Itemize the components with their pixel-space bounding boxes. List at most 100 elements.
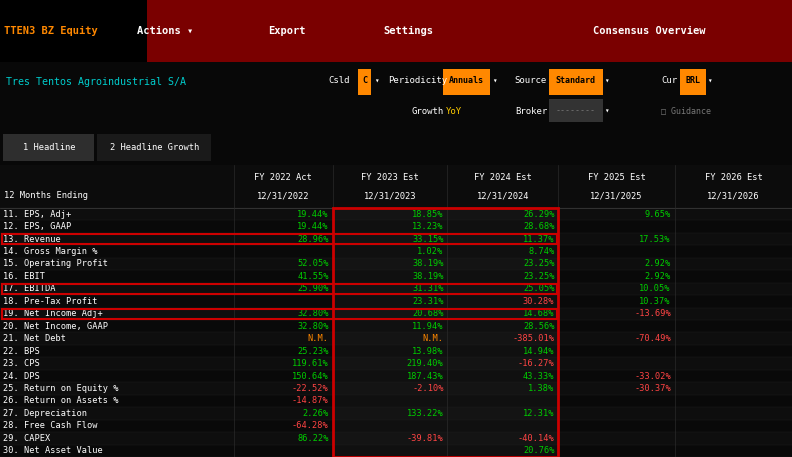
Text: ▾: ▾ (604, 76, 609, 85)
Bar (0, 395, 792, 407)
Bar (0, 62, 792, 130)
Text: 2.92%: 2.92% (645, 260, 671, 268)
Bar (333, 208, 558, 457)
Text: --------: -------- (556, 106, 596, 116)
Text: 1.02%: 1.02% (417, 247, 444, 256)
Text: FY 2022 Act: FY 2022 Act (254, 173, 312, 182)
Text: 24. DPS: 24. DPS (3, 372, 40, 381)
Text: 2.92%: 2.92% (645, 272, 671, 281)
Text: -40.14%: -40.14% (518, 434, 554, 443)
Bar (0, 308, 792, 320)
Text: 19.44%: 19.44% (297, 210, 329, 218)
Bar (443, 69, 490, 95)
Text: 26.29%: 26.29% (523, 210, 554, 218)
Text: -2.10%: -2.10% (412, 384, 444, 393)
Text: 133.22%: 133.22% (407, 409, 444, 418)
Text: Standard: Standard (556, 76, 596, 85)
Bar (447, 258, 558, 270)
Text: 14.94%: 14.94% (523, 347, 554, 356)
Bar (447, 208, 558, 220)
Bar (333, 395, 447, 407)
Text: 10.05%: 10.05% (639, 284, 671, 293)
Text: ▾: ▾ (707, 76, 712, 85)
Text: FY 2026 Est: FY 2026 Est (705, 173, 762, 182)
Bar (680, 69, 706, 95)
Text: 1 Headline: 1 Headline (23, 143, 75, 152)
Text: Annuals: Annuals (449, 76, 484, 85)
Text: 29. CAPEX: 29. CAPEX (3, 434, 51, 443)
Bar (447, 420, 558, 432)
Text: Csld: Csld (329, 76, 350, 85)
Text: 17. EBITDA: 17. EBITDA (3, 284, 55, 293)
Bar (0, 370, 792, 382)
Text: 219.40%: 219.40% (407, 359, 444, 368)
Bar (0, 220, 792, 233)
Text: 1.38%: 1.38% (528, 384, 554, 393)
Text: 30.28%: 30.28% (523, 297, 554, 306)
Text: 10.37%: 10.37% (639, 297, 671, 306)
Text: 38.19%: 38.19% (412, 260, 444, 268)
Text: 12 Months Ending: 12 Months Ending (4, 191, 88, 200)
Text: 25. Return on Equity %: 25. Return on Equity % (3, 384, 119, 393)
Text: 19.44%: 19.44% (297, 222, 329, 231)
Bar (333, 308, 447, 320)
Text: 17.53%: 17.53% (639, 234, 671, 244)
Text: 25.90%: 25.90% (297, 284, 329, 293)
Text: 9.65%: 9.65% (645, 210, 671, 218)
Bar (447, 407, 558, 420)
Text: BRL: BRL (686, 76, 700, 85)
Text: C: C (362, 76, 367, 85)
Bar (0, 445, 792, 457)
Text: -14.87%: -14.87% (292, 397, 329, 405)
Text: 18.85%: 18.85% (412, 210, 444, 218)
Text: -39.81%: -39.81% (407, 434, 444, 443)
Text: YoY: YoY (446, 106, 462, 116)
Text: FY 2024 Est: FY 2024 Est (474, 173, 531, 182)
Bar (447, 333, 558, 345)
Text: Cur: Cur (661, 76, 677, 85)
Text: 28.56%: 28.56% (523, 322, 554, 331)
Bar (333, 282, 447, 295)
Text: 12.31%: 12.31% (523, 409, 554, 418)
Text: 20. Net Income, GAAP: 20. Net Income, GAAP (3, 322, 109, 331)
Text: 13. Revenue: 13. Revenue (3, 234, 61, 244)
Bar (333, 445, 447, 457)
Bar (0, 245, 792, 258)
Text: 23.25%: 23.25% (523, 260, 554, 268)
Text: 12/31/2026: 12/31/2026 (707, 191, 760, 200)
Text: 43.33%: 43.33% (523, 372, 554, 381)
Bar (3, 134, 94, 161)
Bar (447, 432, 558, 445)
Text: 11.94%: 11.94% (412, 322, 444, 331)
Bar (333, 208, 447, 220)
Text: 15. Operating Profit: 15. Operating Profit (3, 260, 109, 268)
Text: 41.55%: 41.55% (297, 272, 329, 281)
Bar (333, 420, 447, 432)
Text: Periodicity: Periodicity (388, 76, 447, 85)
Text: 119.61%: 119.61% (292, 359, 329, 368)
Bar (0, 130, 792, 165)
Text: 12/31/2023: 12/31/2023 (364, 191, 417, 200)
Text: -16.27%: -16.27% (518, 359, 554, 368)
Text: 25.23%: 25.23% (297, 347, 329, 356)
Bar (97, 134, 211, 161)
Text: 38.19%: 38.19% (412, 272, 444, 281)
Bar (447, 370, 558, 382)
Text: 150.64%: 150.64% (292, 372, 329, 381)
Text: -22.52%: -22.52% (292, 384, 329, 393)
Text: Actions ▾: Actions ▾ (136, 26, 193, 36)
Bar (2, 284, 557, 294)
Bar (447, 382, 558, 395)
Text: 187.43%: 187.43% (407, 372, 444, 381)
Text: 20.68%: 20.68% (412, 309, 444, 318)
Text: Tres Tentos Agroindustrial S/A: Tres Tentos Agroindustrial S/A (6, 77, 186, 87)
Text: 19. Net Income Adj+: 19. Net Income Adj+ (3, 309, 103, 318)
Text: 11. EPS, Adj+: 11. EPS, Adj+ (3, 210, 71, 218)
Text: 52.05%: 52.05% (297, 260, 329, 268)
Text: 28. Free Cash Flow: 28. Free Cash Flow (3, 421, 97, 430)
Bar (0, 407, 792, 420)
Text: 28.96%: 28.96% (297, 234, 329, 244)
Bar (333, 220, 447, 233)
Bar (447, 270, 558, 282)
Text: 16. EBIT: 16. EBIT (3, 272, 45, 281)
